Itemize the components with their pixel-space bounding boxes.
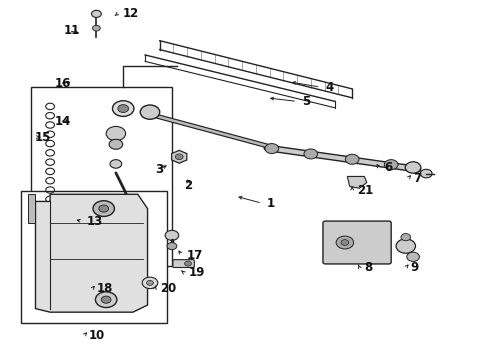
- Circle shape: [121, 227, 135, 237]
- Circle shape: [175, 154, 183, 159]
- Circle shape: [401, 234, 411, 241]
- Circle shape: [93, 25, 100, 31]
- Circle shape: [96, 292, 117, 307]
- Text: 11: 11: [64, 24, 80, 37]
- Text: 9: 9: [411, 261, 419, 274]
- Polygon shape: [172, 150, 187, 163]
- FancyBboxPatch shape: [173, 260, 195, 267]
- Text: 20: 20: [160, 283, 176, 296]
- Text: 6: 6: [384, 161, 392, 174]
- Circle shape: [407, 252, 419, 261]
- Circle shape: [101, 296, 111, 303]
- Circle shape: [304, 149, 318, 159]
- Polygon shape: [347, 176, 367, 188]
- Text: 14: 14: [54, 114, 71, 127]
- Circle shape: [99, 205, 109, 212]
- Circle shape: [113, 101, 134, 116]
- Bar: [30, 87, 172, 266]
- Circle shape: [341, 240, 349, 246]
- Text: 8: 8: [365, 261, 372, 274]
- Circle shape: [265, 144, 279, 154]
- Circle shape: [140, 105, 160, 119]
- Circle shape: [109, 139, 122, 149]
- Text: 13: 13: [87, 215, 103, 228]
- Text: 15: 15: [34, 131, 51, 144]
- Circle shape: [345, 154, 359, 164]
- Polygon shape: [35, 194, 147, 312]
- Circle shape: [118, 105, 128, 112]
- Circle shape: [336, 236, 354, 249]
- Bar: [21, 191, 167, 323]
- Text: 16: 16: [54, 77, 71, 90]
- Text: 7: 7: [413, 172, 421, 185]
- Text: 18: 18: [97, 283, 113, 296]
- Circle shape: [165, 230, 179, 240]
- Text: 21: 21: [357, 184, 373, 197]
- Circle shape: [420, 169, 432, 178]
- Circle shape: [147, 280, 153, 285]
- Circle shape: [185, 261, 192, 266]
- Circle shape: [167, 243, 177, 249]
- FancyBboxPatch shape: [323, 221, 391, 264]
- Circle shape: [384, 159, 398, 170]
- Circle shape: [396, 239, 416, 253]
- Circle shape: [110, 159, 122, 168]
- Text: 1: 1: [267, 197, 275, 210]
- Circle shape: [93, 201, 115, 216]
- Text: 5: 5: [302, 95, 310, 108]
- Text: 3: 3: [155, 163, 163, 176]
- Circle shape: [142, 277, 158, 289]
- Text: 17: 17: [187, 248, 203, 261]
- Text: 2: 2: [184, 179, 192, 192]
- Text: 4: 4: [325, 81, 334, 94]
- Circle shape: [106, 126, 125, 141]
- Circle shape: [92, 10, 101, 18]
- Circle shape: [405, 162, 421, 173]
- Polygon shape: [28, 194, 35, 223]
- Text: 10: 10: [89, 329, 105, 342]
- Text: 12: 12: [122, 8, 139, 21]
- Text: 19: 19: [189, 266, 205, 279]
